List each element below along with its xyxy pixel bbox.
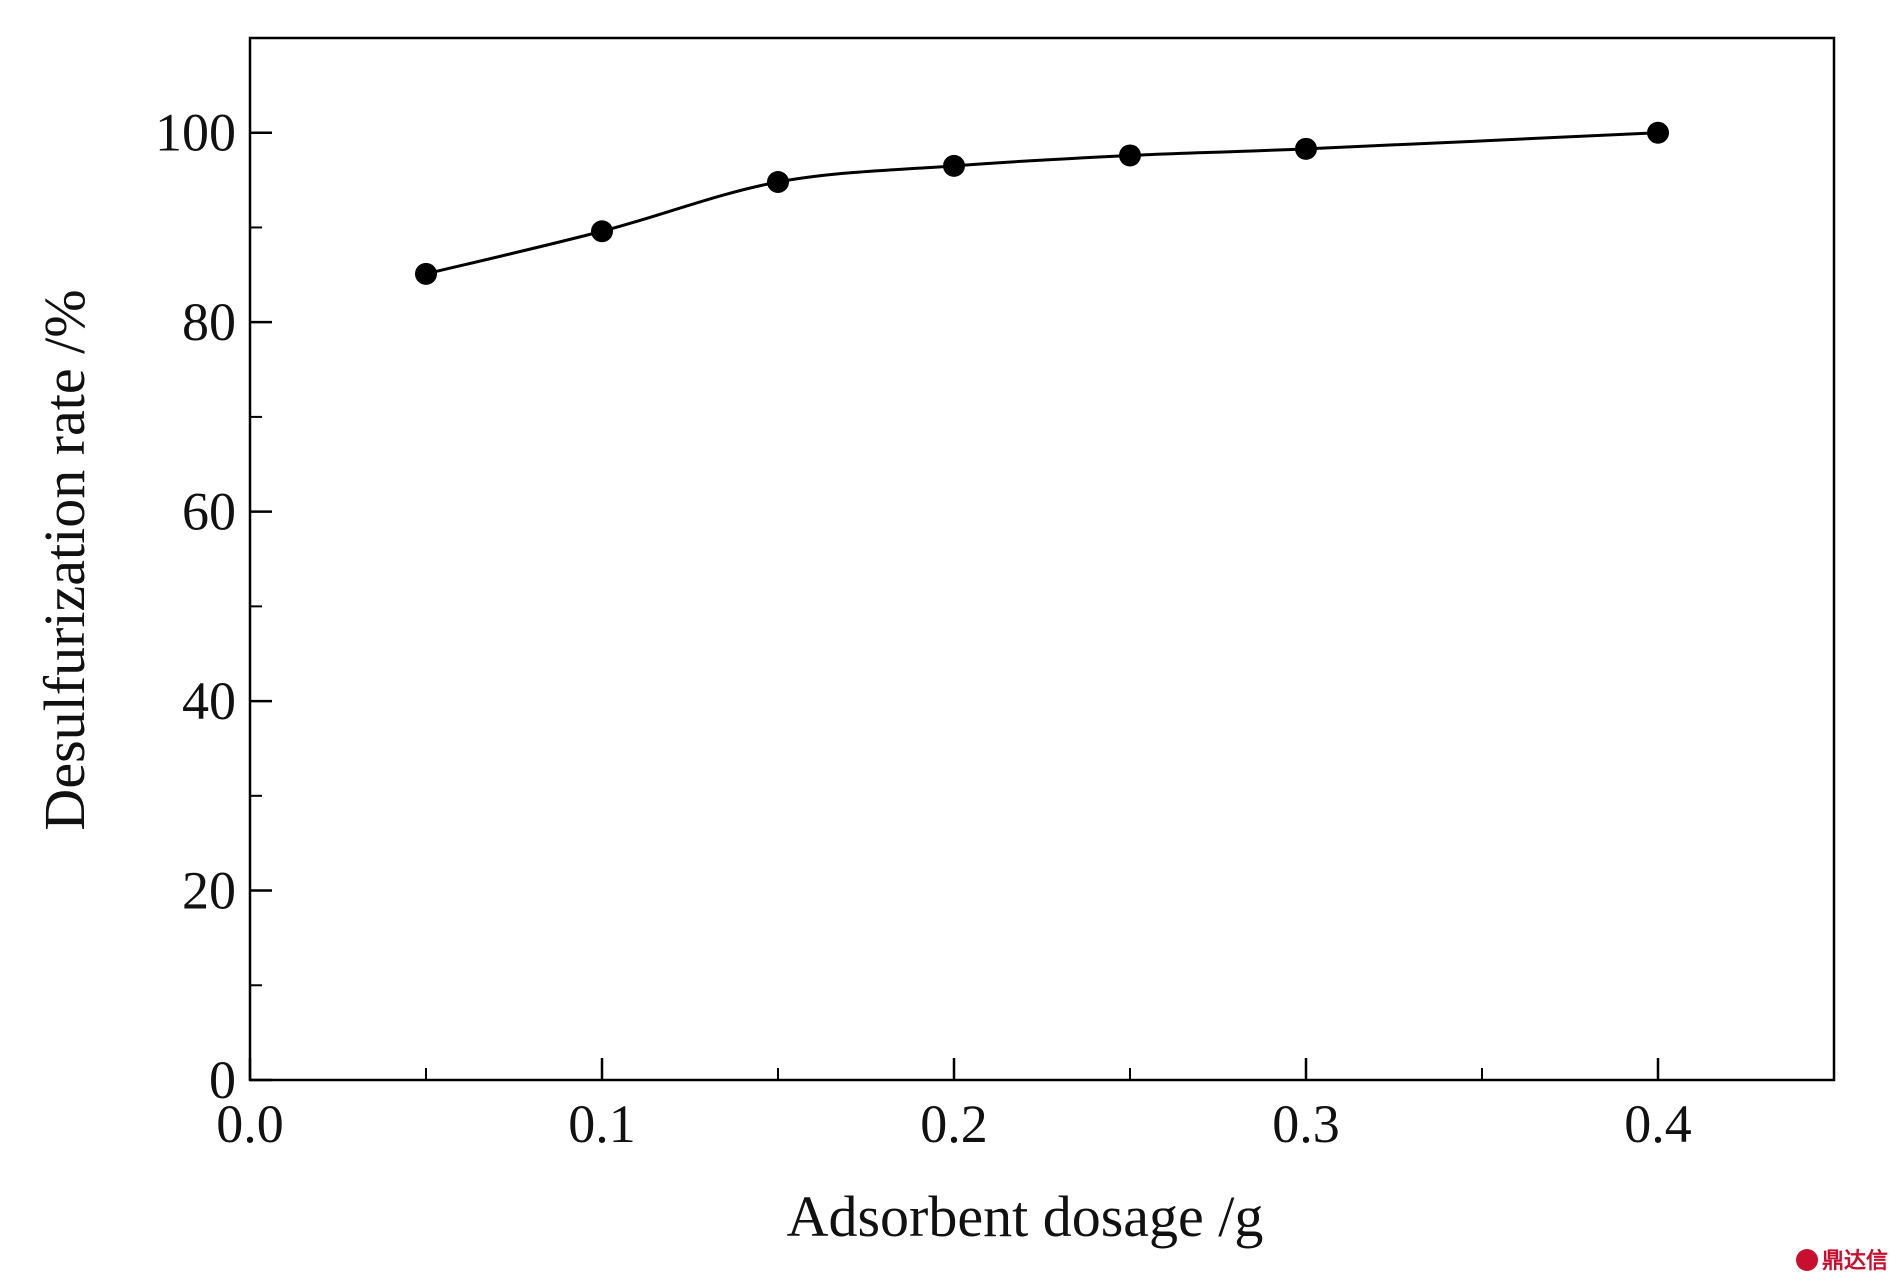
- y-axis-tick-labels: 0 20 40 60 80 100: [155, 103, 236, 1110]
- y-tick-label: 0: [209, 1050, 236, 1110]
- y-tick-label: 20: [182, 861, 236, 921]
- x-tick-label: 0.0: [216, 1094, 284, 1154]
- data-point: [1647, 121, 1669, 144]
- data-points: [415, 121, 1669, 285]
- y-tick-label: 100: [155, 103, 236, 163]
- x-tick-label: 0.1: [568, 1094, 636, 1154]
- data-point: [767, 170, 789, 193]
- plot-frame: [248, 36, 1836, 1082]
- x-axis-ticks: [248, 1058, 1660, 1080]
- x-axis-title: Adsorbent dosage /g: [787, 1184, 1264, 1249]
- data-point: [591, 220, 613, 243]
- y-axis-title: Desulfurization rate /%: [32, 289, 97, 830]
- watermark-logo: 鼎达信: [1796, 1248, 1888, 1274]
- data-point: [943, 154, 965, 177]
- x-tick-label: 0.3: [1272, 1094, 1340, 1154]
- y-tick-label: 40: [182, 671, 236, 731]
- y-axis-ticks: [250, 131, 272, 1082]
- watermark-text: 鼎达信: [1822, 1248, 1888, 1274]
- x-axis-tick-labels: 0.0 0.1 0.2 0.3 0.4: [216, 1094, 1692, 1154]
- x-tick-label: 0.4: [1624, 1094, 1692, 1154]
- y-tick-label: 80: [182, 292, 236, 352]
- data-point: [1295, 137, 1317, 160]
- data-point: [1119, 144, 1141, 167]
- watermark-seal-icon: [1796, 1249, 1818, 1271]
- y-tick-label: 60: [182, 482, 236, 542]
- data-point: [415, 262, 437, 285]
- series-line: [425, 131, 1659, 276]
- x-tick-label: 0.2: [920, 1094, 988, 1154]
